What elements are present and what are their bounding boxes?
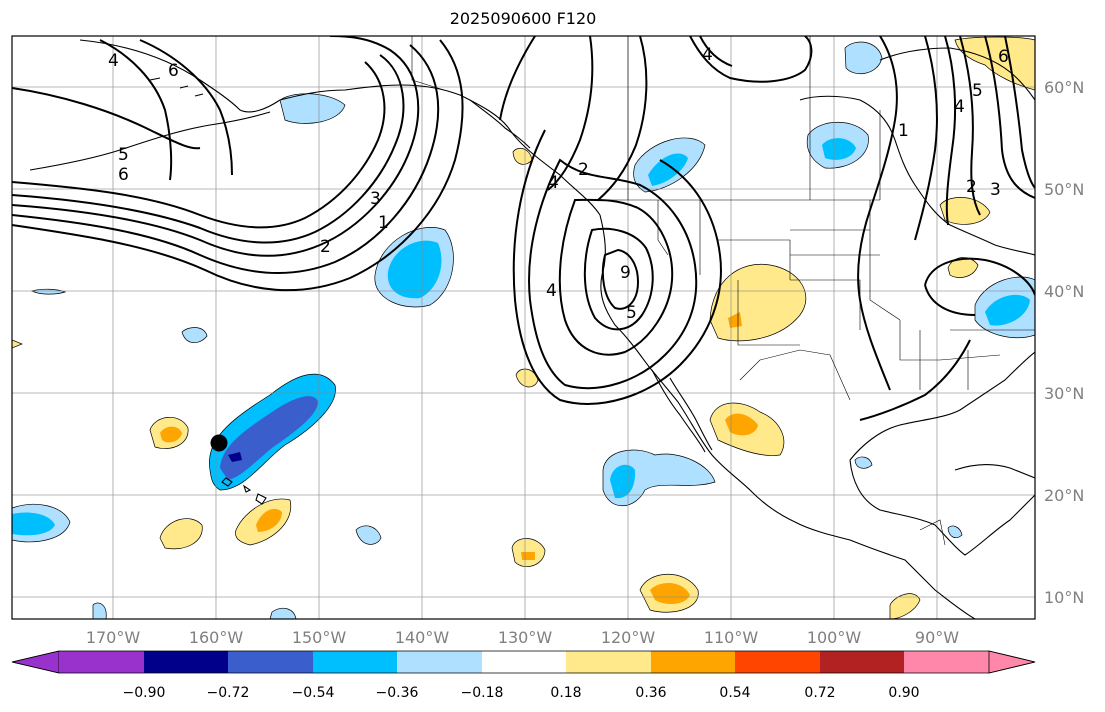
- colorbar-label: 0.90: [888, 685, 919, 701]
- colorbar-bin: [228, 651, 313, 673]
- lon-label: 110°W: [704, 628, 759, 647]
- colorbar-label: 0.18: [550, 685, 581, 701]
- contour-label: 4: [108, 51, 119, 71]
- lat-label: 40°N: [1044, 282, 1084, 301]
- colorbar-bin: [144, 651, 228, 673]
- lat-label: 30°N: [1044, 384, 1084, 403]
- colorbar-labels: −0.90 −0.72 −0.54 −0.36 −0.18 0.18 0.36 …: [123, 685, 920, 701]
- contour-label: 4: [546, 281, 557, 301]
- colorbar-bin: [397, 651, 482, 673]
- graticule: [12, 36, 1035, 619]
- contour-label: 6: [998, 47, 1009, 67]
- map-frame: [11, 35, 1036, 620]
- colorbar-label: −0.18: [461, 685, 504, 701]
- colorbar-bin: [904, 651, 989, 673]
- contour-label: 2: [578, 160, 589, 180]
- height-contours: [12, 36, 1035, 421]
- contour-label: 6: [118, 165, 129, 185]
- longitude-labels: 170°W 160°W 150°W 140°W 130°W 120°W 110°…: [86, 628, 959, 647]
- latitude-labels: 60°N 50°N 40°N 30°N 20°N 10°N: [1044, 78, 1084, 607]
- colorbar-bin: [59, 651, 144, 673]
- contour-label: 1: [898, 121, 909, 141]
- contour-label: 1: [378, 213, 389, 233]
- colorbar-label: 0.36: [635, 685, 666, 701]
- colorbar-extend-low: [11, 650, 60, 674]
- colorbar-bin: [566, 651, 651, 673]
- contour-label: 2: [320, 237, 331, 257]
- lat-label: 20°N: [1044, 486, 1084, 505]
- contour-label: 4: [954, 97, 965, 117]
- colorbar-bin: [482, 651, 566, 673]
- colorbar-bin: [735, 651, 820, 673]
- colorbar-bin: [313, 651, 397, 673]
- lon-label: 130°W: [498, 628, 553, 647]
- contour-label: 3: [370, 189, 381, 209]
- colorbar-outline: [11, 650, 1036, 674]
- political-borders: [411, 36, 1035, 546]
- contour-label: 6: [168, 61, 179, 81]
- shaded-anomalies: [12, 36, 1035, 619]
- colorbar: [11, 650, 1036, 674]
- contour-label: 4: [702, 45, 713, 65]
- lon-label: 160°W: [189, 628, 244, 647]
- colorbar-bin: [651, 651, 735, 673]
- contour-label: 3: [990, 180, 1001, 200]
- contour-labels: 6 4 5 3 2 1 6 2 4 4 9 5 4 1 6 5 4 3 2: [108, 45, 1009, 323]
- colorbar-label: −0.36: [376, 685, 419, 701]
- colorbar-extend-high: [988, 650, 1036, 674]
- lat-label: 50°N: [1044, 180, 1084, 199]
- map-title: 2025090600 F120: [449, 9, 597, 28]
- lon-label: 170°W: [86, 628, 141, 647]
- contour-label: 2: [966, 177, 977, 197]
- contour-label: 4: [548, 173, 559, 193]
- colorbar-label: 0.54: [719, 685, 750, 701]
- lon-label: 150°W: [292, 628, 347, 647]
- lon-label: 100°W: [807, 628, 862, 647]
- lon-label: 140°W: [395, 628, 450, 647]
- location-marker: [210, 434, 228, 452]
- lat-label: 10°N: [1044, 588, 1084, 607]
- colorbar-label: −0.72: [207, 685, 250, 701]
- colorbar-label: −0.54: [292, 685, 335, 701]
- colorbar-bin: [820, 651, 904, 673]
- contour-label: 5: [626, 303, 637, 323]
- lat-label: 60°N: [1044, 78, 1084, 97]
- colorbar-label: 0.72: [804, 685, 835, 701]
- colorbar-label: −0.90: [123, 685, 166, 701]
- contour-label: 9: [620, 263, 631, 283]
- contour-label: 5: [118, 145, 129, 165]
- lon-label: 90°W: [915, 628, 959, 647]
- contour-label: 5: [972, 81, 983, 101]
- lon-label: 120°W: [601, 628, 656, 647]
